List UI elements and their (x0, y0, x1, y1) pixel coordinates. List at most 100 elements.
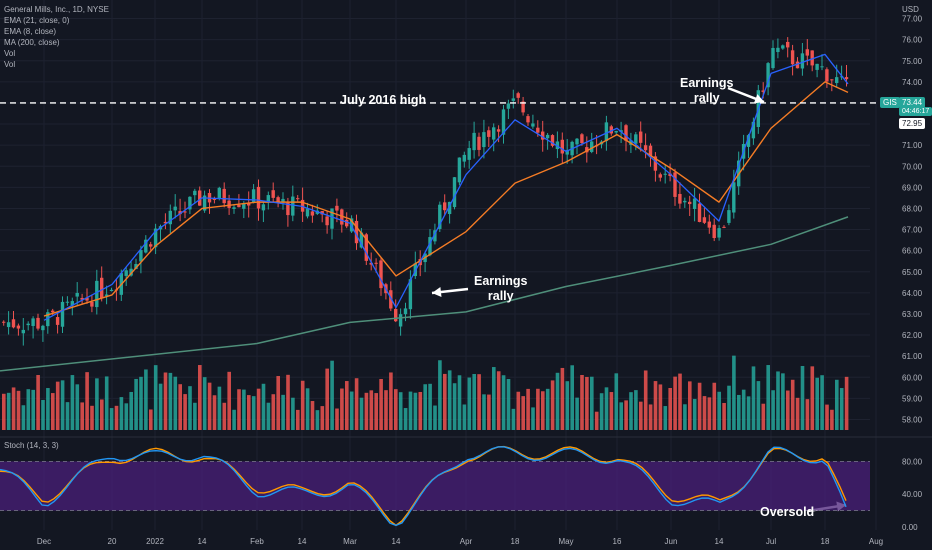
candle-body (643, 145, 648, 151)
volume-bar (315, 410, 320, 430)
candle-body (590, 141, 594, 152)
candle-body (781, 45, 785, 49)
candle-body (31, 318, 35, 326)
volume-bar (452, 383, 457, 430)
volume-bar (496, 371, 501, 430)
candle-body (65, 301, 70, 303)
volume-bar (624, 400, 628, 430)
candle-body (139, 250, 143, 262)
volume-bar (683, 404, 687, 430)
candle-body (776, 47, 780, 53)
candle-body (359, 232, 364, 248)
volume-bar (634, 390, 638, 430)
stoch-tick-label: 40.00 (902, 490, 923, 499)
volume-bar (11, 387, 16, 430)
volume-bar (467, 377, 472, 430)
price-tick-label: 68.00 (902, 204, 923, 213)
volume-bar (202, 377, 207, 430)
candle-body (364, 234, 368, 261)
candle-body (55, 317, 60, 325)
candle-body (251, 189, 256, 203)
candle-body (6, 322, 11, 328)
volume-bar (648, 404, 653, 430)
volume-bar (604, 387, 609, 430)
candle-body (90, 301, 94, 307)
time-tick-label: Apr (460, 537, 473, 546)
volume-bar (702, 396, 707, 430)
volume-bar (305, 388, 310, 430)
volume-bar (232, 409, 236, 430)
candle-body (820, 66, 824, 68)
candle-body (320, 211, 324, 215)
volume-bar (839, 388, 844, 430)
candle-body (325, 216, 329, 226)
candle-body (398, 314, 403, 327)
volume-bar (776, 371, 780, 430)
stoch-tick-label: 0.00 (902, 523, 918, 532)
volume-bar (85, 372, 89, 430)
candle-body (688, 201, 692, 205)
july-2016-high-label: July 2016 high (340, 93, 427, 107)
volume-bar (340, 388, 344, 430)
volume-bars (2, 355, 849, 430)
volume-bar (95, 378, 99, 430)
price-tick-label: 66.00 (902, 247, 923, 256)
time-tick-label: May (558, 537, 573, 546)
volume-bar (516, 391, 521, 430)
legend-ema21: EMA (21, close, 0) (4, 16, 70, 25)
candle-body (109, 289, 114, 292)
volume-bar (139, 376, 143, 430)
volume-bar (261, 383, 266, 430)
volume-bar (345, 381, 349, 430)
volume-bar (580, 374, 584, 430)
volume-bar (349, 391, 354, 430)
candle-body (639, 131, 643, 143)
volume-bar (384, 390, 388, 430)
candle-body (178, 211, 182, 215)
candle-body (815, 63, 819, 70)
volume-bar (658, 384, 663, 430)
volume-bar (697, 382, 702, 430)
volume-bar (741, 389, 746, 430)
candle-body (624, 125, 628, 141)
volume-bar (810, 366, 815, 430)
volume-bar (31, 389, 35, 430)
candle-body (511, 98, 515, 101)
volume-bar (438, 360, 442, 430)
candle-body (560, 139, 564, 154)
candle-body (232, 207, 236, 209)
candle-body (212, 198, 217, 200)
volume-bar (65, 402, 70, 430)
price-tick-label: 67.00 (902, 226, 923, 235)
volume-bar (413, 392, 418, 430)
candle-body (296, 198, 300, 200)
time-tick-label: Aug (869, 537, 883, 546)
candle-body (408, 279, 413, 310)
candle-body (335, 205, 339, 211)
price-tick-label: 71.00 (902, 141, 923, 150)
candle-body (173, 206, 177, 211)
legend-vol-2: Vol (4, 60, 16, 69)
candle-body (237, 204, 241, 208)
legend-ma200: MA (200, close) (4, 38, 60, 47)
candle-body (492, 127, 496, 140)
volume-bar (501, 375, 506, 430)
volume-bar (198, 365, 202, 430)
stoch-k-line (0, 446, 847, 527)
candle-body (501, 109, 506, 135)
volume-bar (256, 388, 261, 430)
volume-bar (629, 392, 633, 430)
candle-body (835, 77, 839, 84)
volume-bar (178, 384, 182, 430)
ema8-line (43, 53, 849, 321)
candle-body (541, 131, 545, 140)
candle-body (438, 204, 442, 229)
volume-bar (443, 373, 447, 430)
stoch-legend: Stoch (14, 3, 3) (4, 441, 59, 450)
volume-bar (100, 399, 104, 430)
volume-bar (183, 394, 187, 430)
stoch-band (0, 461, 870, 511)
volume-bar (541, 391, 545, 430)
volume-bar (266, 402, 271, 430)
